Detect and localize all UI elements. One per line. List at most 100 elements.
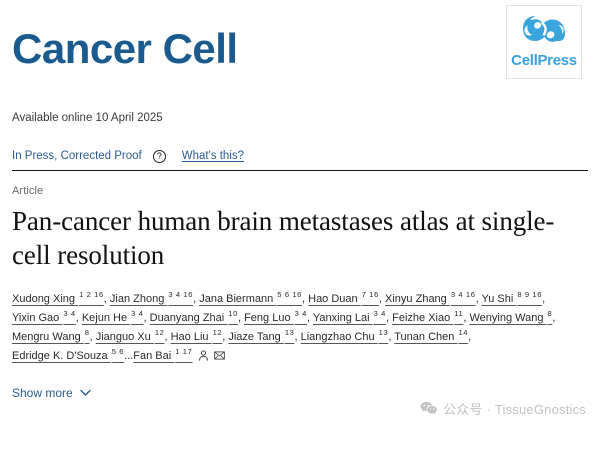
author-name[interactable]: Mengru Wang 8 bbox=[12, 329, 90, 343]
cellpress-wordmark: CellPress bbox=[511, 52, 577, 69]
cellpress-logo[interactable]: CellPress bbox=[506, 5, 582, 79]
publication-status-row: In Press, Corrected Proof ? What's this? bbox=[12, 149, 588, 171]
author-label: Yixin Gao bbox=[12, 311, 63, 324]
available-online-date: Available online 10 April 2025 bbox=[12, 112, 163, 124]
author-label: Kejun He bbox=[81, 311, 131, 324]
author-name[interactable]: Xinyu Zhang 3 4 16 bbox=[385, 290, 476, 306]
author-name[interactable]: Hao Duan 7 16 bbox=[308, 290, 379, 306]
author-name[interactable]: Tunan Chen 14 bbox=[394, 328, 469, 343]
author-label: Jian Zhong bbox=[109, 293, 168, 306]
author-label: Fan Bai bbox=[133, 349, 175, 362]
masthead: Cancer Cell CellPress bbox=[12, 0, 588, 95]
author-separator: , bbox=[164, 330, 171, 343]
author-affiliation-refs: 12 bbox=[154, 328, 165, 338]
cellpress-infinity-icon bbox=[523, 16, 565, 42]
show-more-button[interactable]: Show more bbox=[12, 386, 91, 400]
author-label: Feizhe Xiao bbox=[392, 311, 454, 324]
author-label: Hao Duan bbox=[308, 293, 361, 306]
author-name[interactable]: Yanxing Lai 3 4 bbox=[313, 309, 386, 324]
author-separator: , bbox=[143, 311, 150, 324]
author-separator: , bbox=[388, 330, 395, 343]
author-label: Feng Luo bbox=[244, 311, 294, 324]
wechat-icon bbox=[420, 401, 437, 415]
author-name[interactable]: Jana Biermann 5 6 16 bbox=[199, 290, 302, 305]
author-name[interactable]: Kejun He 3 4 bbox=[81, 309, 144, 324]
author-separator: , bbox=[463, 311, 470, 324]
chevron-down-icon bbox=[80, 389, 91, 396]
author-label: Wenying Wang bbox=[469, 311, 547, 324]
author-affiliation-refs: 12 bbox=[212, 328, 223, 338]
author-name[interactable]: Fan Bai 1 17 bbox=[133, 347, 193, 362]
author-separator: , bbox=[302, 293, 309, 306]
journal-title[interactable]: Cancer Cell bbox=[12, 25, 238, 72]
author-separator: , bbox=[103, 293, 110, 306]
author-affiliation-refs: 3 4 bbox=[294, 309, 307, 319]
author-label: Hao Liu bbox=[170, 330, 212, 343]
author-name[interactable]: Liangzhao Chu 13 bbox=[300, 328, 389, 343]
author-affiliation-refs: 3 4 16 bbox=[168, 290, 194, 300]
author-name[interactable]: Duanyang Zhai 10 bbox=[149, 309, 238, 324]
author-label: Edridge K. D'Souza bbox=[12, 349, 111, 362]
author-truncation-ellipsis: ... bbox=[124, 349, 134, 362]
author-affiliation-refs: 3 4 bbox=[63, 309, 76, 319]
author-name[interactable]: Yu Shi 8 9 16 bbox=[481, 290, 543, 306]
author-affiliation-refs: 1 17 bbox=[175, 347, 193, 357]
person-icon[interactable] bbox=[198, 350, 209, 362]
question-mark-circle-icon[interactable]: ? bbox=[152, 149, 166, 163]
author-affiliation-refs: 10 bbox=[228, 309, 238, 319]
author-separator: , bbox=[193, 293, 200, 306]
show-more-label: Show more bbox=[12, 385, 73, 400]
author-separator: , bbox=[386, 311, 393, 324]
whats-this-link[interactable]: What's this? bbox=[181, 149, 245, 162]
author-name[interactable]: Feizhe Xiao 11 bbox=[392, 309, 464, 324]
author-label: Xinyu Zhang bbox=[385, 293, 450, 306]
author-label: Xudong Xing bbox=[12, 293, 79, 306]
author-affiliation-refs: 11 bbox=[454, 309, 464, 319]
wechat-watermark: 公众号 · TissueGnostics bbox=[420, 399, 586, 418]
author-affiliation-refs: 7 16 bbox=[361, 290, 379, 300]
author-name[interactable]: Yixin Gao 3 4 bbox=[12, 309, 76, 324]
article-type-kicker: Article bbox=[12, 184, 44, 197]
author-affiliation-refs: 1 2 16 bbox=[79, 290, 104, 300]
author-affiliation-refs: 13 bbox=[378, 328, 389, 338]
author-label: Duanyang Zhai bbox=[149, 311, 228, 324]
author-name[interactable]: Jianguo Xu 12 bbox=[96, 328, 165, 343]
author-separator: , bbox=[475, 293, 482, 306]
author-label: Liangzhao Chu bbox=[300, 330, 378, 343]
author-label: Tunan Chen bbox=[394, 330, 458, 343]
author-affiliation-refs: 3 4 16 bbox=[450, 290, 476, 300]
author-separator: , bbox=[222, 330, 229, 343]
corresponding-author-icons bbox=[198, 350, 226, 362]
article-title: Pan-cancer human brain metastases atlas … bbox=[12, 205, 555, 270]
author-list: Xudong Xing 1 2 16, Jian Zhong 3 4 16, J… bbox=[12, 290, 588, 366]
author-label: Mengru Wang bbox=[12, 330, 84, 343]
author-affiliation-refs: 8 9 16 bbox=[517, 290, 543, 300]
author-separator: , bbox=[468, 330, 472, 343]
author-affiliation-refs: 13 bbox=[284, 328, 295, 338]
author-separator: , bbox=[237, 311, 245, 324]
author-name[interactable]: Edridge K. D'Souza 5 6 bbox=[12, 347, 125, 362]
author-separator: , bbox=[75, 311, 82, 324]
author-affiliation-refs: 8 bbox=[547, 309, 553, 319]
author-name[interactable]: Hao Liu 12 bbox=[170, 328, 223, 343]
author-name[interactable]: Jiaze Tang 13 bbox=[228, 328, 295, 343]
author-separator: , bbox=[542, 293, 546, 306]
author-affiliation-refs: 5 6 16 bbox=[277, 290, 302, 300]
author-separator: , bbox=[294, 330, 301, 343]
author-affiliation-refs: 3 4 bbox=[373, 309, 386, 319]
watermark-text: 公众号 · TissueGnostics bbox=[443, 402, 586, 417]
author-label: Yu Shi bbox=[481, 293, 517, 306]
author-name[interactable]: Xudong Xing 1 2 16 bbox=[12, 290, 104, 306]
author-separator: , bbox=[378, 293, 386, 306]
envelope-icon[interactable] bbox=[214, 350, 226, 361]
author-affiliation-refs: 3 4 bbox=[131, 309, 144, 319]
status-label[interactable]: In Press, Corrected Proof bbox=[12, 149, 142, 162]
author-affiliation-refs: 5 6 bbox=[111, 347, 125, 357]
author-name[interactable]: Wenying Wang 8 bbox=[469, 309, 553, 324]
author-name[interactable]: Jian Zhong 3 4 16 bbox=[109, 290, 194, 306]
author-separator: , bbox=[89, 330, 96, 343]
author-label: Jiaze Tang bbox=[228, 330, 284, 343]
author-name[interactable]: Feng Luo 3 4 bbox=[244, 309, 307, 324]
author-affiliation-refs: 14 bbox=[458, 328, 469, 338]
